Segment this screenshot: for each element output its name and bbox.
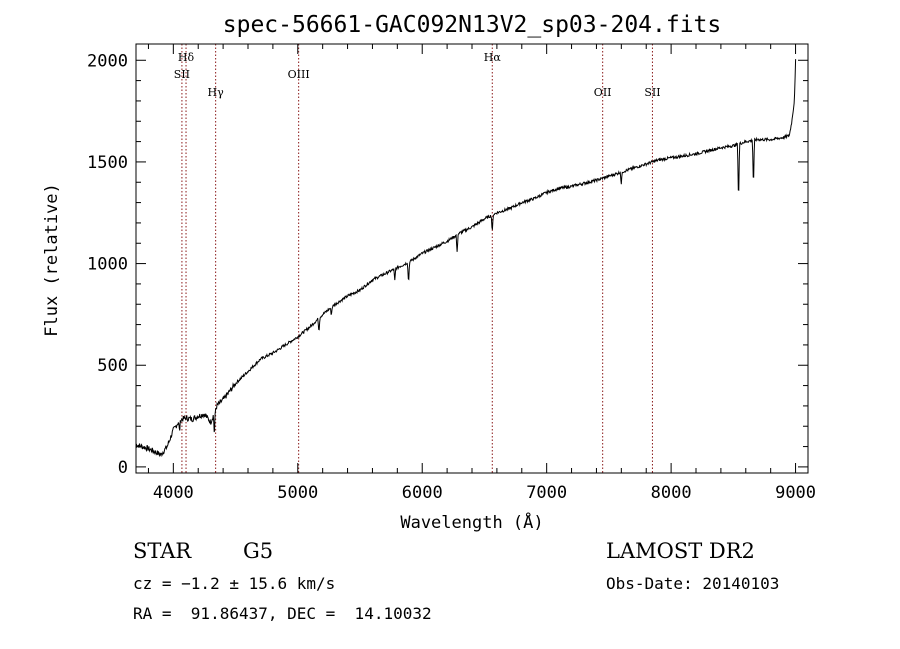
plot-frame [135,43,809,474]
y-tick-label: 2000 [87,51,128,71]
line-markers: Hδ SII Hγ OIII Hα OII SII [174,44,661,473]
sky-coordinates: RA = 91.86437, DEC = 14.10032 [133,604,432,623]
observation-date: Obs-Date: 20140103 [606,574,780,593]
object-subclass: G5 [243,539,274,563]
spectrum-line [135,59,797,458]
axis-ticks: 4000 5000 6000 7000 8000 9000 0 500 1000 1500 2000 [87,44,816,503]
line-marker-label: SII [644,86,660,99]
y-tick-label: 1500 [87,153,128,173]
x-tick-label: 7000 [526,483,567,503]
x-tick-label: 5000 [277,483,318,503]
x-axis-label: Wavelength (Å) [400,511,543,533]
y-tick-label: 1000 [87,255,128,275]
survey-name: LAMOST DR2 [606,539,755,563]
redshift-velocity: cz = −1.2 ± 15.6 km/s [133,574,336,593]
object-class: STAR [133,539,192,563]
y-tick-label: 0 [118,458,128,478]
x-tick-label: 6000 [402,483,443,503]
y-axis-label: Flux (relative) [42,183,62,337]
line-marker-label: Hα [484,51,502,64]
y-tick-label: 500 [97,356,128,376]
line-marker-label: OII [594,86,612,99]
x-tick-label: 4000 [153,483,194,503]
line-marker-label: OIII [288,68,310,81]
line-marker-label: SII [174,68,190,81]
line-marker-label: Hγ [208,86,225,99]
x-tick-label: 8000 [651,483,692,503]
line-marker-label: Hδ [178,51,195,64]
x-tick-label: 9000 [775,483,816,503]
chart-title: spec-56661-GAC092N13V2_sp03-204.fits [223,12,722,38]
